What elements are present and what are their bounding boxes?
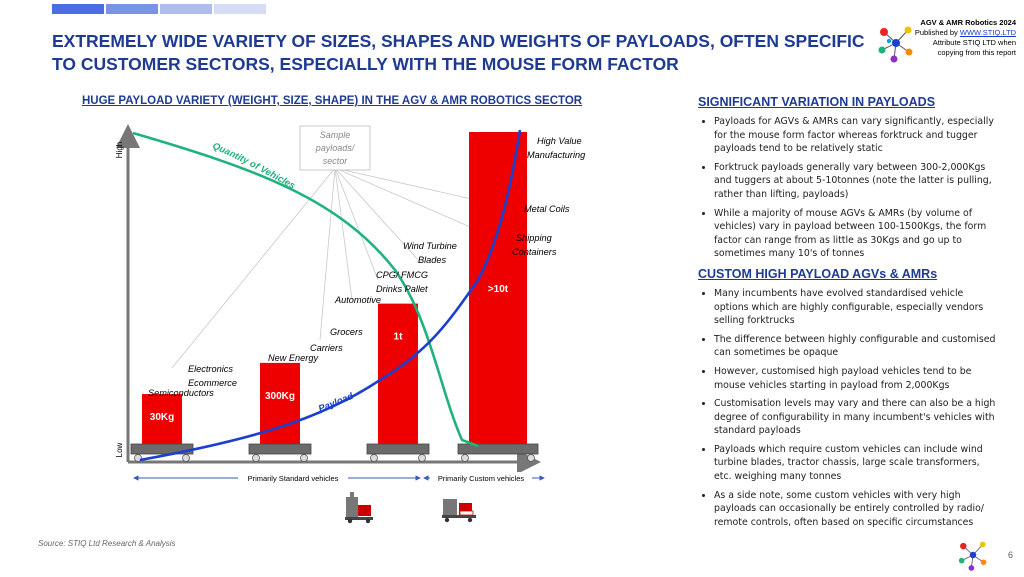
stiq-logo-icon	[878, 26, 913, 63]
sample-payloads-box	[299, 125, 371, 171]
sector-automotive: Automotive	[334, 295, 381, 305]
brand-attribution: AGV & AMR Robotics 2024 Published by WWW…	[886, 18, 1016, 58]
standard-label-bg	[238, 472, 348, 484]
payload-curve	[139, 129, 522, 462]
vehicle-platform	[457, 443, 539, 455]
list-item: Payloads which require custom vehicles c…	[714, 443, 998, 484]
decorative-header-bars	[52, 4, 266, 14]
platform-wheel	[461, 454, 469, 462]
payload-bar	[469, 132, 527, 444]
platform-wheel	[252, 454, 260, 462]
bar-value-label: 1t	[394, 332, 404, 343]
platform-wheel	[527, 454, 535, 462]
platform-wheel	[418, 454, 426, 462]
y-axis-high-label: High	[115, 142, 124, 158]
payload-variety-chart: High Low Sample payloads/ sector 30Kg 300…	[115, 124, 586, 524]
sector-blades: Blades	[418, 255, 446, 265]
brand-publisher: Published by WWW.STIQ.LTD	[886, 28, 1016, 38]
custom-vehicles-label: Primarily Custom vehicles	[438, 474, 525, 483]
list-item: Many incumbents have evolved standardise…	[714, 287, 998, 328]
forktruck-icon	[345, 492, 373, 524]
source-note: Source: STIQ Ltd Research & Analysis	[38, 539, 176, 548]
bar-value-label: 300Kg	[265, 391, 295, 402]
sector-semiconductors: Semiconductors	[148, 388, 214, 398]
sector-grocers: Grocers	[330, 327, 363, 337]
quantity-of-vehicles-label: Quantity of Vehicles	[211, 141, 297, 192]
sector-carriers: Carriers	[310, 343, 343, 353]
sector-metal-coils: Metal Coils	[524, 204, 570, 214]
stiq-footer-logo-icon	[958, 541, 987, 571]
list-item: As a side note, some custom vehicles wit…	[714, 489, 998, 530]
standard-vehicles-label: Primarily Standard vehicles	[248, 474, 339, 483]
brand-copy-line: copying from this report	[937, 48, 1016, 57]
platform-wheel	[182, 454, 190, 462]
sector-high-value: High Value	[537, 136, 582, 146]
payload-bar	[142, 394, 182, 444]
list-item: Customisation levels may vary and there …	[714, 397, 998, 438]
sample-callout-line1: Sample	[320, 130, 351, 140]
vehicle-platform	[248, 443, 312, 455]
brand-publisher-prefix: Published by	[914, 28, 960, 37]
platform-wheel	[300, 454, 308, 462]
brand-report-title: AGV & AMR Robotics 2024	[920, 18, 1016, 27]
y-axis-low-label: Low	[115, 442, 124, 457]
sample-callout-line2: payloads/	[315, 143, 356, 153]
sector-shipping: Shipping	[516, 233, 553, 243]
list-item: Payloads for AGVs & AMRs can vary signif…	[714, 115, 998, 156]
tugger-icon	[442, 499, 476, 523]
custom-bullet-list: Many incumbents have evolved standardise…	[698, 287, 998, 530]
vehicle-platforms	[130, 443, 539, 462]
list-item: The difference between highly configurab…	[714, 333, 998, 360]
page-title: EXTREMELY WIDE VARIETY OF SIZES, SHAPES …	[52, 31, 865, 74]
bar-value-label: >10t	[488, 284, 509, 295]
list-item: While a majority of mouse AGVs & AMRs (b…	[714, 207, 998, 261]
sample-callout-line3: sector	[323, 156, 349, 166]
sector-new-energy: New Energy	[268, 353, 319, 363]
sector-drinks-pallet: Drinks Pallet	[376, 284, 428, 294]
list-item: However, customised high payload vehicle…	[714, 365, 998, 392]
list-item: Forktruck payloads generally vary betwee…	[714, 161, 998, 202]
sector-manufacturing: Manufacturing	[527, 150, 586, 160]
sector-electronics: Electronics	[188, 364, 233, 374]
section-heading-variation: SIGNIFICANT VARIATION IN PAYLOADS	[698, 95, 936, 109]
variation-bullet-list: Payloads for AGVs & AMRs can vary signif…	[698, 115, 998, 261]
bar-value-label: 30Kg	[150, 412, 174, 423]
chart-title: HUGE PAYLOAD VARIETY (WEIGHT, SIZE, SHAP…	[82, 95, 583, 107]
sector-cpg-fmcg: CPG/ FMCG	[376, 270, 428, 280]
payload-bar	[378, 303, 418, 444]
platform-wheel	[370, 454, 378, 462]
vehicle-platform	[366, 443, 430, 455]
right-panel: SIGNIFICANT VARIATION IN PAYLOADS Payloa…	[698, 95, 998, 534]
brand-attribute-line: Attribute STIQ LTD when	[932, 38, 1016, 47]
sector-wind-turbine: Wind Turbine	[403, 241, 457, 251]
sector-ecommerce: Ecommerce	[188, 378, 237, 388]
section-heading-custom: CUSTOM HIGH PAYLOAD AGVs & AMRs	[698, 266, 938, 281]
stiq-website-link[interactable]: WWW.STIQ.LTD	[959, 28, 1016, 37]
sector-containers: Containers	[512, 247, 557, 257]
page-number: 6	[1008, 550, 1014, 560]
payload-curve-label: Payload	[317, 391, 355, 415]
callout-lines	[171, 167, 521, 369]
quantity-of-vehicles-curve	[132, 131, 479, 448]
platform-wheel	[134, 454, 142, 462]
custom-label-bg	[430, 472, 532, 484]
